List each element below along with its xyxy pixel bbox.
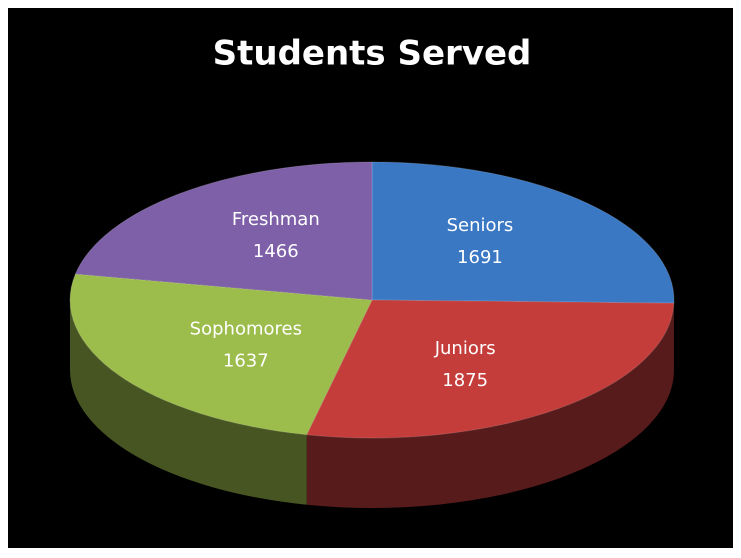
slice-value: 1691 [457, 247, 503, 268]
slice-value: 1875 [442, 370, 488, 391]
slice-label: Freshman [232, 209, 320, 230]
slice [305, 299, 675, 439]
slice-value: 1637 [223, 350, 269, 371]
slice-value: 1466 [253, 241, 299, 262]
slice [371, 161, 675, 304]
slice-label: Seniors [447, 215, 514, 236]
slice-label: Sophomores [190, 318, 302, 339]
chart-title: Students Served [213, 34, 532, 74]
slice [74, 161, 373, 301]
slice-side [70, 300, 307, 505]
slice-side [306, 303, 674, 508]
slice-label: Juniors [434, 338, 496, 359]
slice [69, 273, 373, 436]
